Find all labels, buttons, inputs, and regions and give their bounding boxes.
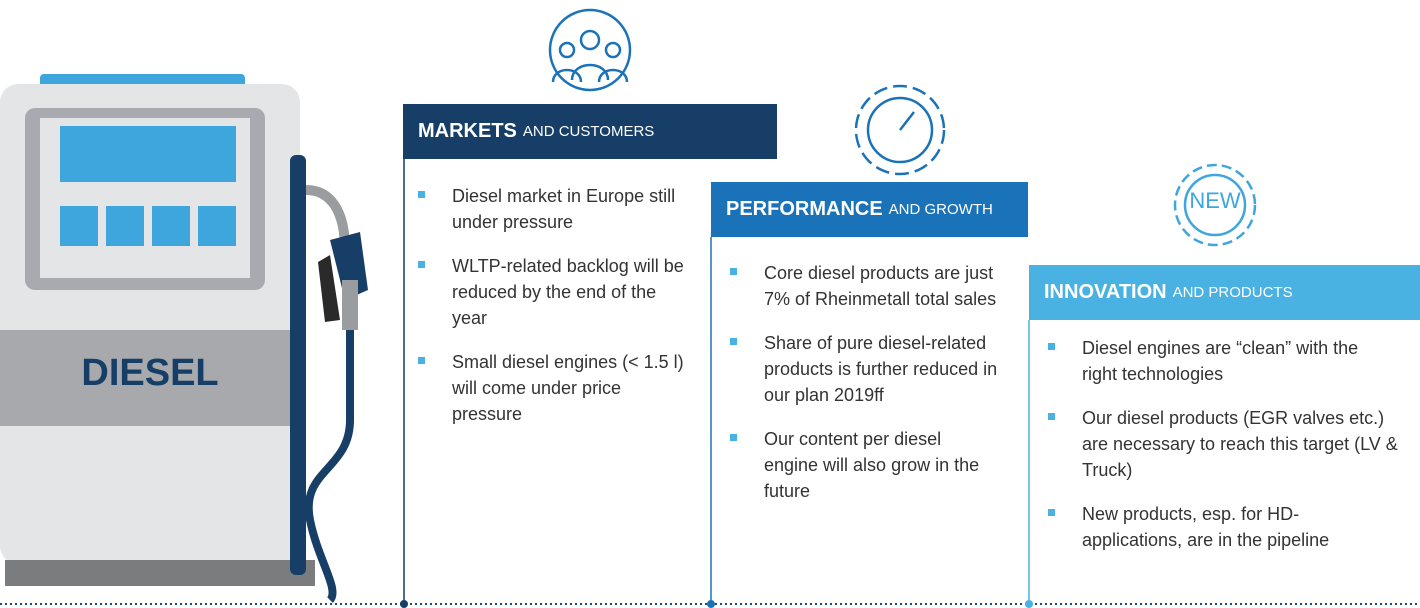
performance-icon [854, 84, 946, 176]
node [707, 600, 715, 608]
pump-base [5, 560, 315, 586]
bullet: Share of pure diesel-related products is… [730, 330, 1000, 408]
bullet-list: Core diesel products are just 7% of Rhei… [730, 260, 1000, 522]
pump-band [0, 330, 300, 426]
bullet: Diesel engines are “clean” with the righ… [1048, 335, 1398, 387]
pump-side [290, 155, 306, 575]
pump-button [198, 206, 236, 246]
header-rest: AND CUSTOMERS [522, 123, 655, 140]
pump-label: DIESEL [81, 352, 219, 394]
bullet: Our diesel products (EGR valves etc.) ar… [1048, 405, 1398, 483]
bullet: Our content per diesel engine will also … [730, 426, 1000, 504]
nozzle-handle [318, 255, 340, 322]
new-badge [1173, 163, 1257, 247]
hose [304, 330, 354, 603]
header-bold: PERFORMANCE [726, 198, 883, 220]
header-rest: AND GROWTH [888, 201, 993, 218]
pump-button [152, 206, 190, 246]
bullet: Diesel market in Europe still under pres… [418, 183, 686, 235]
nozzle-pipe [342, 280, 358, 330]
bullet: Core diesel products are just 7% of Rhei… [730, 260, 1000, 312]
node [400, 600, 408, 608]
column-header: INNOVATION AND PRODUCTS [1029, 265, 1420, 320]
column-header: MARKETS AND CUSTOMERS [403, 104, 777, 159]
column-header: PERFORMANCE AND GROWTH [711, 182, 1028, 237]
pump-button [60, 206, 98, 246]
bullet: New products, esp. for HD-applications, … [1048, 501, 1398, 553]
header-bold: MARKETS [418, 120, 517, 142]
bullet: Small diesel engines (< 1.5 l) will come… [418, 349, 686, 427]
bullet-list: Diesel market in Europe still under pres… [418, 183, 686, 445]
nozzle [330, 232, 368, 300]
node [1025, 600, 1033, 608]
new-label: NEW [1189, 188, 1241, 213]
header-rest: AND PRODUCTS [1172, 284, 1293, 301]
bullet-list: Diesel engines are “clean” with the righ… [1048, 335, 1398, 571]
header-bold: INNOVATION [1044, 281, 1167, 303]
pump-button [106, 206, 144, 246]
pump-screen [60, 126, 236, 182]
bullet: WLTP-related backlog will be reduced by … [418, 253, 686, 331]
customers-icon [548, 8, 632, 92]
